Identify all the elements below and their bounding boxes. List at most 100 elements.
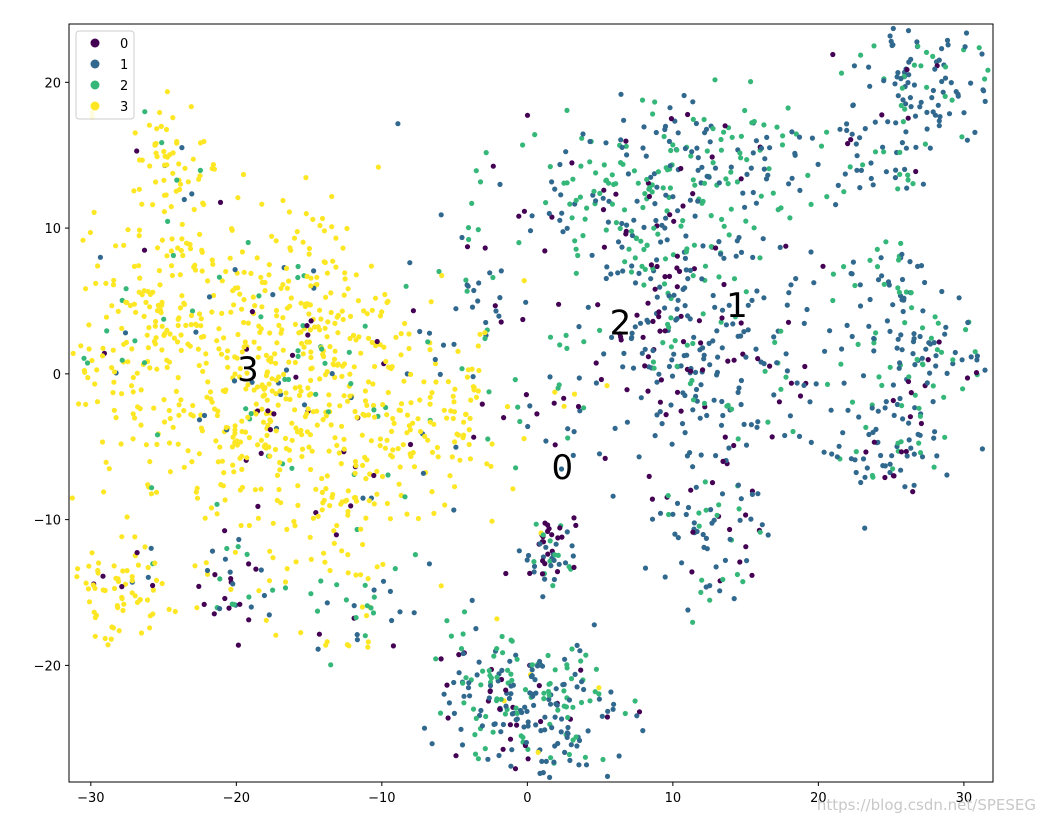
data-point [896,289,903,295]
data-point [281,371,287,377]
data-point [853,449,859,455]
data-point [734,179,741,185]
data-point [384,412,390,418]
data-point [234,355,240,361]
data-point [628,269,635,275]
data-point [836,443,842,449]
data-point [364,603,370,609]
data-point [151,338,157,345]
data-point [680,218,686,224]
data-point [714,328,720,334]
data-point [246,522,252,529]
data-point [720,576,726,583]
data-point [550,583,556,589]
data-point [403,283,409,289]
data-point [458,726,464,732]
data-point [384,500,390,507]
data-point [672,338,678,344]
data-point [736,385,742,391]
data-point [240,171,247,178]
data-point [707,362,713,368]
data-point [688,487,694,493]
data-point [472,751,479,757]
data-point [797,187,803,193]
data-point [574,642,580,649]
data-point [308,391,314,397]
data-point [880,463,886,469]
data-point [851,63,858,69]
data-point [516,213,522,219]
data-point [329,224,335,230]
data-point [716,502,722,508]
data-point [674,284,680,290]
data-point [100,345,106,351]
data-point [675,130,681,136]
data-point [341,446,347,452]
data-point [254,255,260,261]
data-point [367,471,373,477]
data-point [170,170,176,176]
data-point [959,357,965,363]
data-point [617,331,623,337]
data-point [679,421,686,427]
data-point [564,734,570,741]
y-tick-label: 20 [44,76,61,91]
data-point [842,171,848,177]
data-point [557,525,563,531]
data-point [650,347,656,354]
data-point [499,633,505,640]
data-point [649,516,656,522]
data-point [571,564,577,571]
data-point [255,442,261,448]
data-point [406,331,412,337]
data-point [890,302,896,308]
data-point [534,663,541,669]
data-point [159,237,165,243]
data-point [572,671,578,678]
data-point [912,405,918,411]
data-point [742,204,748,210]
data-point [368,438,374,444]
data-point [500,650,506,656]
data-point [196,451,202,457]
data-point [830,297,836,304]
data-point [509,677,515,684]
data-point [259,304,265,310]
data-point [963,30,970,36]
data-point [147,304,153,310]
data-point [930,53,936,60]
data-point [896,365,902,371]
data-point [417,397,423,403]
data-point [636,270,642,276]
data-point [600,195,606,201]
data-point [86,322,92,328]
data-point [509,747,515,753]
data-point [182,165,188,171]
data-point [934,453,940,459]
data-point [661,281,668,287]
data-point [707,597,713,603]
data-point [771,334,777,340]
data-point [841,189,847,195]
data-point [473,626,479,632]
data-point [178,397,184,403]
data-point [218,482,224,488]
data-point [370,610,377,616]
data-point [273,360,279,366]
data-point [322,559,328,565]
data-point [135,562,141,568]
data-point [578,699,585,706]
data-point [125,359,131,365]
data-point [196,311,203,317]
data-point [283,265,290,271]
data-point [321,228,327,234]
data-point [138,387,144,393]
data-point [148,545,154,551]
data-point [648,262,655,268]
data-point [631,168,638,174]
data-point [740,190,746,196]
data-point [929,95,935,101]
data-point [932,314,938,320]
data-point [719,491,726,497]
data-point [474,672,480,678]
